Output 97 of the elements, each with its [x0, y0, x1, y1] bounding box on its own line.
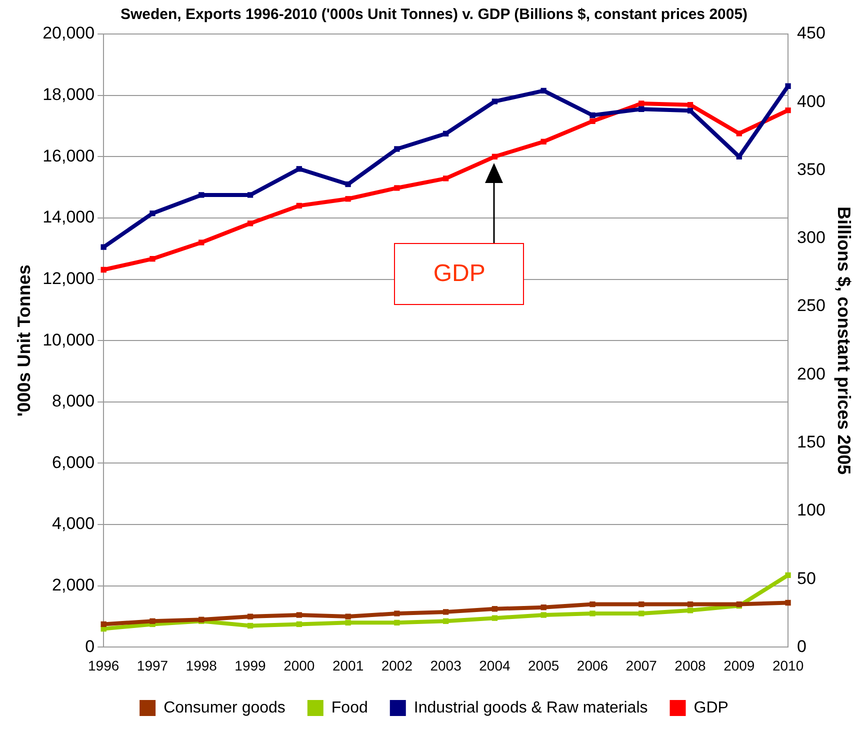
callout-box: GDP [394, 242, 524, 305]
x-tick-label: 2003 [430, 657, 462, 674]
y2-tick-label: 350 [797, 160, 826, 179]
point [442, 130, 449, 136]
y2-tick-label: 150 [797, 432, 826, 452]
y2-tick-label: 100 [797, 500, 826, 520]
point [345, 196, 351, 202]
y2-tick-label: 300 [797, 228, 826, 248]
point [100, 621, 106, 628]
y-tick-label: 6,000 [52, 452, 95, 472]
y2-tick-label: 0 [797, 636, 807, 656]
point [345, 181, 351, 188]
point [687, 601, 694, 608]
point [442, 176, 449, 182]
point [296, 166, 302, 172]
y-tick-label: 8,000 [52, 392, 95, 411]
x-tick-label: 1999 [234, 657, 266, 674]
x-tick-label: 2005 [528, 657, 560, 674]
x-tick-label: 2000 [284, 657, 315, 674]
point [198, 192, 204, 198]
point [296, 621, 302, 628]
point [345, 620, 351, 626]
point [590, 601, 596, 608]
y2-tick-label: 200 [797, 364, 826, 384]
point [540, 88, 546, 94]
point [590, 118, 596, 124]
y-tick-label: 2,000 [52, 576, 95, 595]
point [687, 108, 694, 114]
x-tick-label: 2008 [674, 657, 706, 674]
point [296, 202, 302, 209]
x-tick-label: 2002 [381, 657, 413, 674]
legend-label: Industrial goods & Raw materials [414, 699, 648, 716]
point [247, 622, 254, 629]
point [394, 620, 400, 626]
point [100, 244, 106, 250]
legend-label: Consumer goods [164, 699, 286, 716]
x-tick-label: 1998 [186, 657, 218, 674]
point [150, 618, 156, 624]
point [442, 609, 449, 615]
point [687, 608, 694, 614]
y-tick-label: 18,000 [42, 85, 95, 104]
point [638, 106, 644, 112]
point [540, 138, 546, 144]
legend-label: Food [331, 699, 368, 716]
point [638, 601, 644, 608]
point [590, 112, 596, 118]
x-tick-label: 1997 [136, 657, 168, 674]
y-tick-label: 0 [85, 636, 95, 656]
point [785, 83, 791, 89]
y2-tick-label: 50 [797, 568, 816, 588]
y-tick-label: 20,000 [42, 24, 95, 43]
x-tick-label: 2004 [479, 657, 510, 674]
y2-tick-label: 400 [797, 92, 826, 111]
point [150, 256, 156, 262]
point [247, 220, 254, 226]
point [394, 185, 400, 191]
x-tick-label: 2001 [332, 657, 364, 674]
x-tick-label: 1996 [88, 657, 120, 674]
point [345, 614, 351, 620]
point [540, 612, 546, 618]
y-tick-label: 16,000 [42, 146, 95, 166]
x-tick-label: 2009 [724, 657, 755, 674]
y-tick-label: 14,000 [42, 208, 95, 227]
y2-tick-label: 250 [797, 296, 826, 316]
point [736, 130, 742, 136]
point [247, 614, 254, 620]
chart-title: Sweden, Exports 1996-2010 ('000s Unit Tonnes) v. GDP (Billions $, constant prices 2005) [120, 6, 748, 24]
point [247, 192, 254, 198]
point [785, 572, 791, 578]
point [198, 240, 204, 246]
point [590, 610, 596, 616]
x-tick-label: 2006 [576, 657, 608, 674]
legend-label: GDP [694, 699, 728, 716]
point [540, 604, 546, 610]
point [394, 146, 400, 152]
point [492, 615, 498, 621]
point [100, 266, 106, 273]
point [492, 98, 498, 104]
point [638, 610, 644, 616]
y2-axis-title: Billions $, constant prices 2005 [834, 206, 854, 475]
y-tick-label: 4,000 [52, 514, 95, 534]
point [492, 606, 498, 612]
y-axis-title: '000s Unit Tonnes [14, 264, 34, 417]
point [785, 107, 791, 114]
y-tick-label: 12,000 [42, 268, 95, 288]
y-tick-label: 10,000 [42, 330, 95, 350]
point [150, 210, 156, 216]
point [687, 102, 694, 108]
point [442, 618, 449, 624]
x-tick-label: 2007 [626, 657, 658, 674]
y2-tick-label: 450 [797, 24, 826, 43]
point [638, 100, 644, 106]
point [785, 600, 791, 606]
point [394, 610, 400, 616]
x-tick-label: 2010 [772, 657, 804, 674]
point [492, 154, 498, 160]
point [296, 612, 302, 618]
